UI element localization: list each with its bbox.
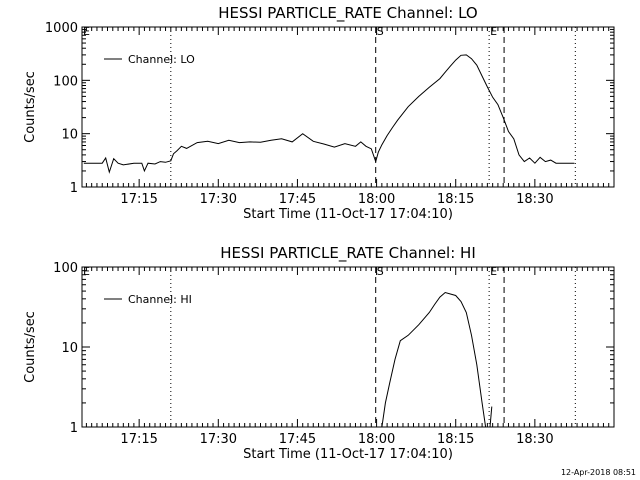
series-line-0 [83, 54, 575, 174]
x-tick-label: 17:45 [279, 432, 316, 447]
marker-label: E [83, 265, 90, 278]
y-tick-label: 1 [70, 181, 78, 196]
x-tick-label: 18:30 [516, 432, 553, 447]
y-tick-label: 100 [53, 261, 78, 276]
x-tick-label: 17:30 [200, 192, 237, 207]
y-tick-label: 10 [61, 341, 78, 356]
x-tick-label: 18:00 [358, 432, 395, 447]
chart-title: HESSI PARTICLE_RATE Channel: LO [218, 4, 477, 23]
legend-label: Channel: HI [128, 293, 192, 306]
marker-label: E [490, 25, 497, 38]
y-tick-label: 1000 [45, 21, 78, 36]
marker-label: E [83, 25, 90, 38]
marker-label: S [377, 265, 384, 278]
y-tick-label: 1 [70, 421, 78, 436]
x-tick-label: 17:15 [120, 192, 157, 207]
x-axis-label: Start Time (11-Oct-17 17:04:10) [243, 447, 453, 462]
x-axis-label: Start Time (11-Oct-17 17:04:10) [243, 207, 453, 222]
x-tick-label: 18:15 [437, 192, 474, 207]
x-tick-label: 18:15 [437, 432, 474, 447]
y-axis-label: Counts/sec [23, 71, 38, 143]
legend-label: Channel: LO [128, 53, 195, 66]
y-tick-label: 10 [61, 128, 78, 143]
chart-title: HESSI PARTICLE_RATE Channel: HI [220, 244, 476, 263]
series-line-1 [489, 406, 493, 427]
x-tick-label: 17:30 [200, 432, 237, 447]
footer-timestamp: 12-Apr-2018 08:51 [561, 468, 636, 477]
marker-label: S [377, 25, 384, 38]
y-tick-label: 100 [53, 74, 78, 89]
x-tick-label: 17:45 [279, 192, 316, 207]
chart-lo-channel: HESSI PARTICLE_RATE Channel: LO 17:15 17:3… [23, 4, 615, 222]
marker-label: E [490, 265, 497, 278]
plot-frame [81, 266, 615, 428]
y-axis-label: Counts/sec [23, 311, 38, 383]
series-line-0 [381, 291, 487, 427]
x-tick-label: 17:15 [120, 432, 157, 447]
chart-hi-channel: HESSI PARTICLE_RATE Channel: HI 17:15 17:3… [23, 244, 615, 462]
plot-frame [81, 26, 615, 188]
x-tick-label: 18:30 [516, 192, 553, 207]
x-tick-label: 18:00 [358, 192, 395, 207]
